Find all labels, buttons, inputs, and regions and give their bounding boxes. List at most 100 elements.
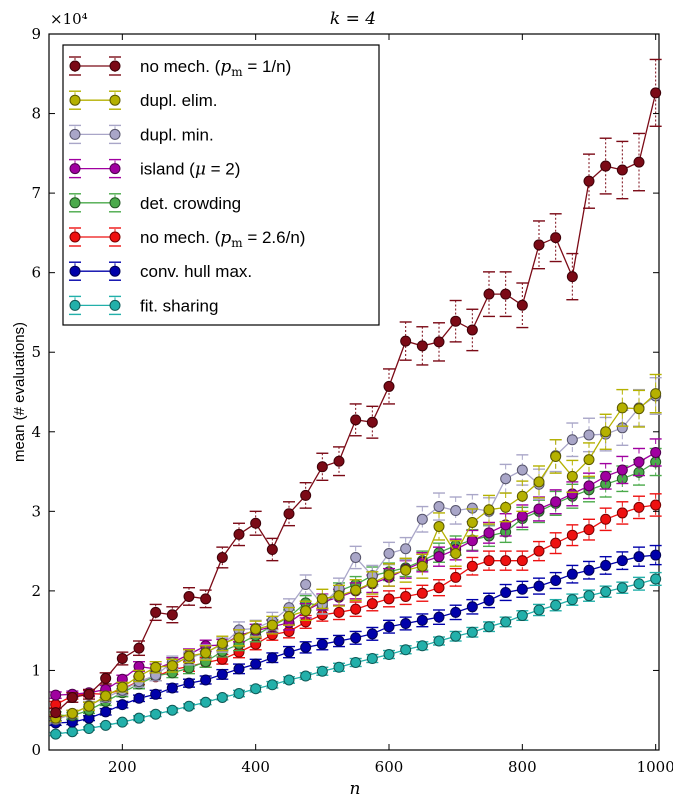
x-tick-label: 600 [375, 758, 404, 776]
data-point [83, 723, 95, 735]
data-point [616, 555, 628, 567]
legend-marker [109, 163, 121, 175]
y-tick-label: 8 [31, 105, 41, 123]
data-point [616, 507, 628, 519]
data-point [200, 593, 212, 605]
data-point [300, 616, 312, 628]
data-point [116, 716, 128, 728]
data-point [166, 660, 178, 672]
data-point [416, 614, 428, 626]
legend-label: dupl. elim. [140, 91, 217, 110]
data-point [433, 611, 445, 623]
legend-entry: dupl. min. [69, 124, 214, 144]
series-layer [49, 58, 662, 740]
legend-entry: no mech. (pm = 1/n) [69, 56, 291, 79]
legend-entry: island (μ = 2) [69, 158, 240, 180]
data-point [600, 426, 612, 438]
data-point [633, 501, 645, 513]
data-point [133, 670, 145, 682]
data-point [433, 635, 445, 647]
data-point [600, 470, 612, 482]
data-point [116, 681, 128, 693]
data-point [283, 508, 295, 520]
data-point [650, 87, 662, 99]
data-point [600, 160, 612, 172]
x-tick-label: 200 [108, 758, 137, 776]
data-point [383, 547, 395, 559]
data-point [583, 480, 595, 492]
data-point [566, 488, 578, 500]
data-point [150, 661, 162, 673]
data-point [366, 577, 378, 589]
data-point [533, 604, 545, 616]
data-point [383, 380, 395, 392]
data-point [650, 499, 662, 511]
data-point [400, 543, 412, 555]
data-point [433, 520, 445, 532]
legend-marker [109, 94, 121, 106]
y-tick-label: 1 [31, 661, 41, 679]
chart-title: k = 4 [330, 9, 376, 29]
data-point [566, 434, 578, 446]
data-point [416, 587, 428, 599]
data-point [650, 446, 662, 458]
data-point [550, 450, 562, 462]
data-point [616, 402, 628, 414]
data-point [333, 661, 345, 673]
data-point [200, 696, 212, 708]
data-point [433, 551, 445, 563]
data-point [366, 598, 378, 610]
data-point [150, 708, 162, 720]
y-tick-label: 5 [31, 343, 41, 361]
data-point [50, 707, 62, 719]
data-point [316, 461, 328, 473]
data-point [250, 517, 262, 529]
data-point [283, 646, 295, 658]
data-point [183, 677, 195, 689]
data-point [333, 606, 345, 618]
data-point [66, 707, 78, 719]
data-point [266, 679, 278, 691]
data-point [350, 584, 362, 596]
y-tick-label: 9 [31, 25, 41, 43]
data-point [516, 610, 528, 622]
legend-entry: fit. sharing [69, 295, 218, 315]
legend-marker [109, 128, 121, 140]
data-point [250, 658, 262, 670]
legend-marker [109, 299, 121, 311]
data-point [433, 336, 445, 348]
data-point [400, 564, 412, 576]
data-point [416, 640, 428, 652]
legend-label: no mech. (pm = 1/n) [140, 57, 291, 79]
legend-marker [69, 94, 81, 106]
data-point [633, 551, 645, 563]
data-point [316, 593, 328, 605]
data-point [450, 547, 462, 559]
y-tick-label: 7 [31, 184, 41, 202]
data-point [233, 688, 245, 700]
data-point [400, 590, 412, 602]
data-point [533, 545, 545, 557]
data-point [350, 551, 362, 563]
data-point [366, 416, 378, 428]
data-point [266, 544, 278, 556]
data-point [216, 551, 228, 563]
data-point [100, 706, 112, 718]
data-point [383, 593, 395, 605]
data-point [133, 642, 145, 654]
data-point [83, 688, 95, 700]
data-point [650, 573, 662, 585]
data-point [50, 689, 62, 701]
data-point [483, 594, 495, 606]
data-point [550, 537, 562, 549]
data-point [300, 489, 312, 501]
data-point [300, 605, 312, 617]
legend-label: dupl. min. [140, 125, 214, 144]
data-point [566, 529, 578, 541]
data-point [483, 288, 495, 300]
data-point [366, 628, 378, 640]
data-point [516, 555, 528, 567]
data-point [550, 232, 562, 244]
data-point [350, 632, 362, 644]
